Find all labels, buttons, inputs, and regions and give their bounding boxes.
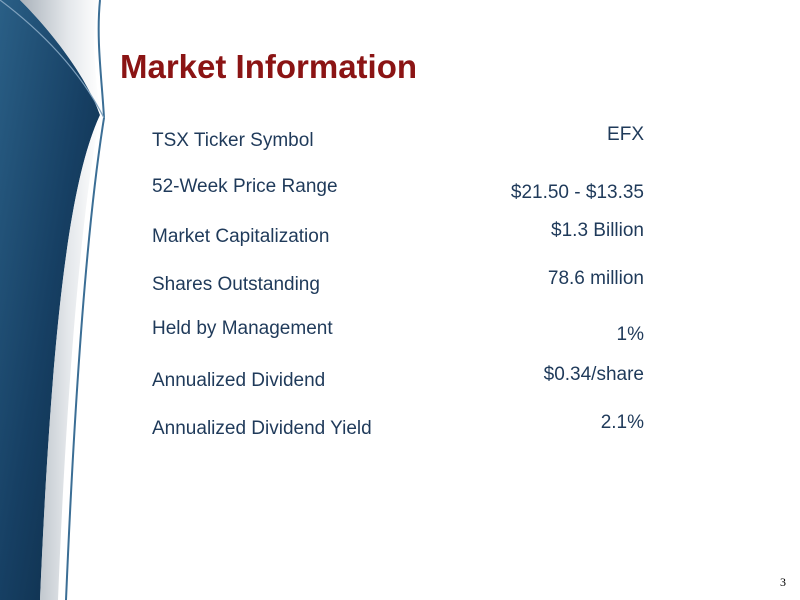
row-value: $0.34/share <box>543 364 644 385</box>
row-value: $1.3 Billion <box>551 220 644 241</box>
row-value: $21.50 - $13.35 <box>510 182 644 203</box>
info-row-management: Held by Management 1% <box>152 310 644 345</box>
row-label: TSX Ticker Symbol <box>152 130 314 151</box>
row-label: Annualized Dividend Yield <box>152 418 372 439</box>
info-row-ticker: TSX Ticker Symbol EFX <box>152 118 644 151</box>
info-row-dividend-yield: Annualized Dividend Yield 2.1% <box>152 406 644 439</box>
page-title: Market Information <box>120 48 418 85</box>
info-row-price-range: 52-Week Price Range $21.50 - $13.35 <box>152 168 644 203</box>
row-label: Shares Outstanding <box>152 274 320 295</box>
row-value: 78.6 million <box>547 268 644 289</box>
page-number: 3 <box>780 575 786 589</box>
info-row-shares: Shares Outstanding 78.6 million <box>152 262 644 295</box>
row-value: EFX <box>607 124 644 145</box>
row-label: Held by Management <box>152 318 333 339</box>
info-row-market-cap: Market Capitalization $1.3 Billion <box>152 214 644 247</box>
row-label: Market Capitalization <box>152 226 330 247</box>
row-label: Annualized Dividend <box>152 370 326 391</box>
row-label: 52-Week Price Range <box>152 176 338 197</box>
info-row-dividend: Annualized Dividend $0.34/share <box>152 358 644 391</box>
row-value: 2.1% <box>600 412 644 433</box>
row-value: 1% <box>616 324 644 345</box>
